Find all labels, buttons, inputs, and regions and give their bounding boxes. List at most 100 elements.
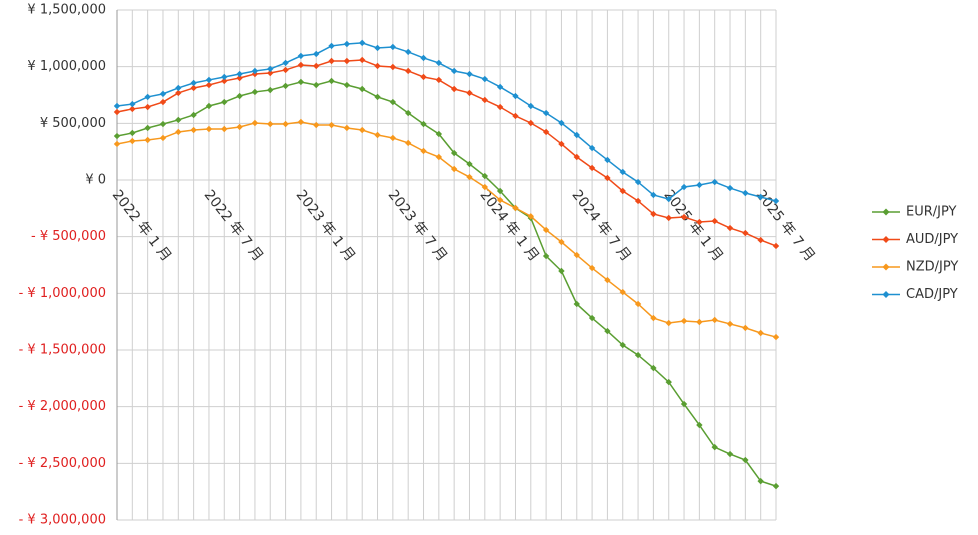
data-point: [496, 187, 504, 195]
legend-marker: [882, 291, 890, 298]
data-point: [159, 90, 167, 98]
data-point: [435, 153, 443, 161]
data-point: [374, 62, 381, 70]
data-point: [588, 144, 596, 152]
x-tick-label: 2022 年 1 月: [109, 187, 174, 265]
data-point: [389, 134, 397, 142]
data-point: [282, 120, 289, 128]
data-point: [389, 63, 397, 71]
data-point: [542, 128, 550, 136]
data-point: [527, 213, 534, 220]
data-point: [742, 189, 749, 197]
data-point: [680, 213, 688, 221]
data-point: [359, 126, 366, 134]
data-point: [634, 197, 642, 205]
data-point: [190, 111, 197, 119]
data-point: [343, 81, 351, 89]
data-point: [466, 70, 473, 78]
data-point: [159, 120, 167, 128]
data-point: [236, 92, 243, 100]
data-point: [466, 160, 473, 168]
data-point: [650, 210, 657, 218]
data-point: [297, 52, 305, 60]
data-point: [404, 48, 412, 56]
data-point: [129, 137, 136, 145]
x-tick-label: 2023 年 1 月: [293, 187, 358, 265]
x-tick-label: 2024 年 7 月: [568, 187, 633, 265]
data-point: [450, 85, 458, 93]
data-point: [144, 136, 151, 144]
data-point: [573, 300, 580, 308]
data-point: [604, 276, 611, 284]
data-point: [343, 124, 351, 132]
data-point: [359, 39, 366, 47]
data-point: [619, 341, 626, 349]
data-point: [481, 172, 489, 180]
data-point: [313, 50, 320, 58]
data-point: [420, 73, 427, 81]
data-point: [772, 197, 780, 205]
x-tick-label: 2022 年 7 月: [201, 187, 266, 265]
data-point: [680, 400, 688, 408]
data-point: [221, 73, 228, 81]
data-point: [604, 174, 611, 182]
data-point: [221, 77, 228, 85]
data-point: [588, 164, 596, 172]
legend-label: NZD/JPY: [906, 260, 958, 275]
data-point: [604, 156, 611, 164]
data-point: [542, 252, 550, 260]
data-point: [190, 84, 197, 92]
data-point: [481, 183, 489, 191]
data-point: [205, 125, 213, 133]
data-point: [726, 450, 734, 458]
data-point: [619, 288, 626, 296]
data-point: [634, 178, 642, 186]
data-point: [267, 69, 274, 77]
data-point: [297, 61, 305, 69]
series-line: [116, 59, 777, 247]
data-point: [481, 75, 489, 83]
data-point: [267, 86, 274, 94]
data-point: [343, 40, 351, 48]
y-tick-label: ¥ 1,000,000: [27, 59, 106, 74]
data-point: [205, 102, 213, 110]
data-point: [757, 329, 764, 337]
data-point: [527, 102, 534, 110]
data-point: [512, 92, 519, 100]
data-point: [527, 119, 534, 127]
data-point: [328, 57, 335, 65]
data-point: [512, 112, 519, 120]
data-point: [159, 134, 167, 142]
data-point: [205, 76, 213, 84]
data-point: [542, 109, 550, 117]
data-point: [665, 214, 672, 222]
data-point: [205, 81, 213, 89]
data-point: [251, 119, 259, 127]
data-point: [328, 77, 335, 85]
data-point: [221, 125, 228, 133]
data-point: [558, 140, 565, 148]
data-point: [466, 173, 473, 181]
data-point: [650, 314, 657, 322]
data-point: [144, 93, 151, 101]
data-point: [420, 54, 427, 62]
data-point: [742, 456, 749, 464]
legend-marker: [882, 236, 890, 243]
data-point: [558, 267, 565, 275]
data-point: [772, 333, 780, 341]
y-tick-label: - ¥ 3,000,000: [19, 513, 106, 528]
data-point: [374, 93, 381, 101]
data-point: [251, 88, 259, 96]
data-point: [466, 89, 473, 97]
legend-label: EUR/JPY: [906, 205, 957, 220]
data-point: [144, 103, 151, 111]
data-point: [757, 477, 764, 485]
data-point: [282, 66, 289, 74]
data-point: [129, 105, 136, 113]
data-point: [435, 130, 443, 138]
data-point: [129, 100, 136, 108]
data-point: [236, 74, 243, 82]
data-point: [297, 78, 305, 86]
data-point: [404, 67, 412, 75]
